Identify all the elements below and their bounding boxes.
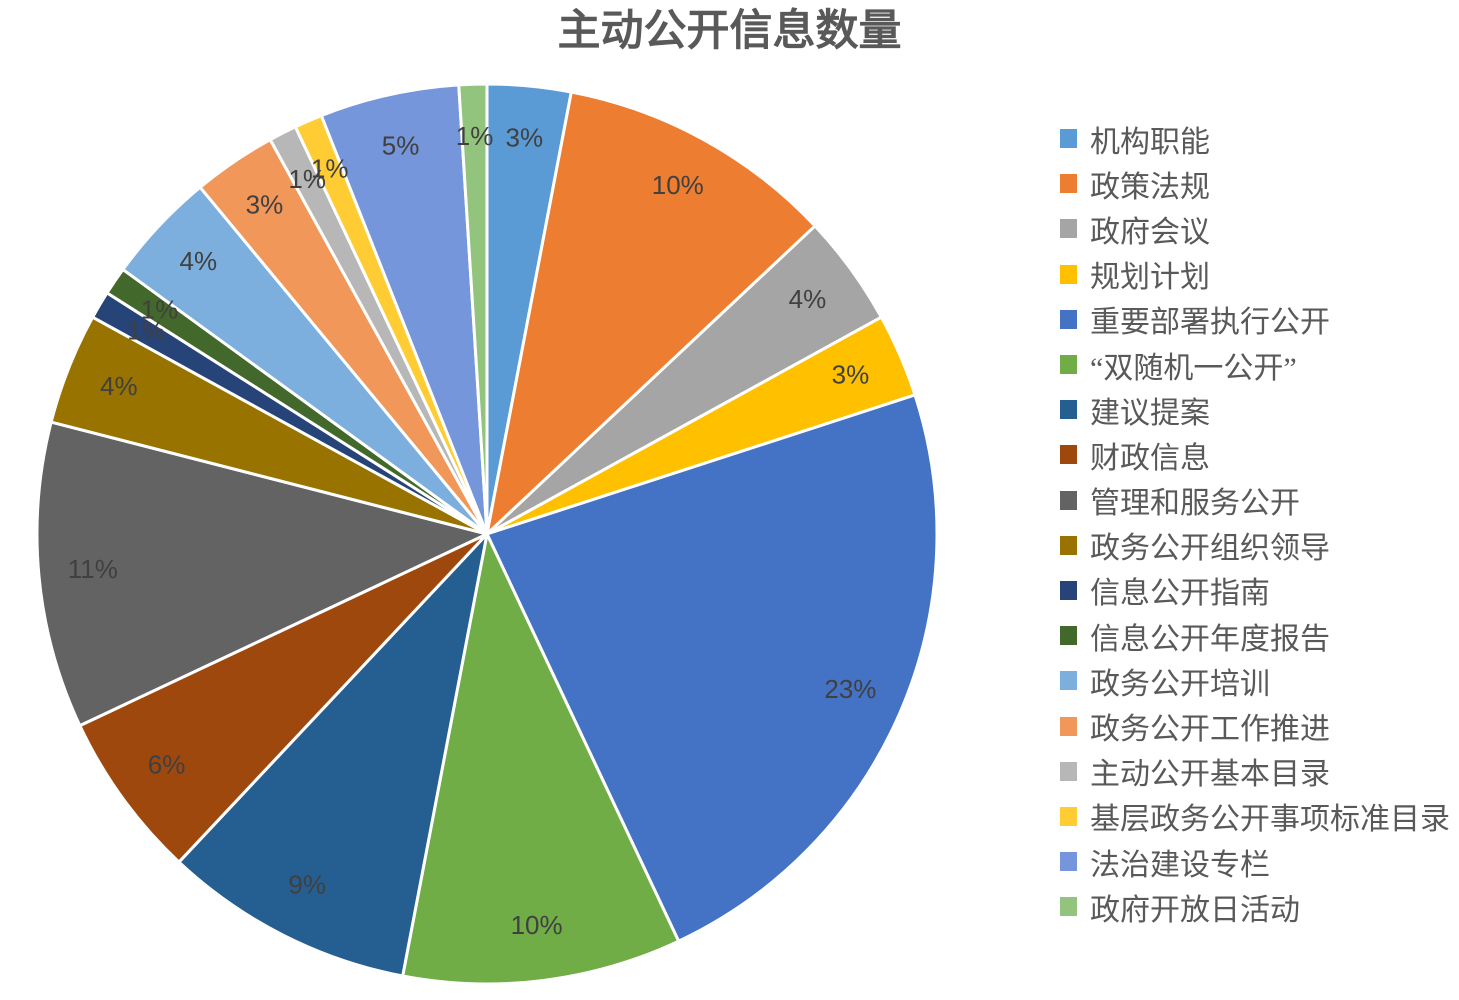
svg-text:1%: 1% <box>456 121 494 151</box>
svg-text:4%: 4% <box>789 284 827 314</box>
svg-text:4%: 4% <box>180 246 218 276</box>
svg-text:3%: 3% <box>246 189 284 219</box>
svg-text:4%: 4% <box>100 371 138 401</box>
svg-text:3%: 3% <box>832 360 870 390</box>
svg-text:9%: 9% <box>288 870 326 900</box>
svg-text:3%: 3% <box>506 123 544 153</box>
svg-text:5%: 5% <box>382 130 420 160</box>
svg-text:1%: 1% <box>311 153 349 183</box>
svg-text:10%: 10% <box>511 910 563 940</box>
svg-text:11%: 11% <box>68 554 118 584</box>
svg-text:10%: 10% <box>652 170 704 200</box>
svg-text:1%: 1% <box>141 294 179 324</box>
svg-text:6%: 6% <box>148 750 186 780</box>
svg-text:23%: 23% <box>824 674 876 704</box>
